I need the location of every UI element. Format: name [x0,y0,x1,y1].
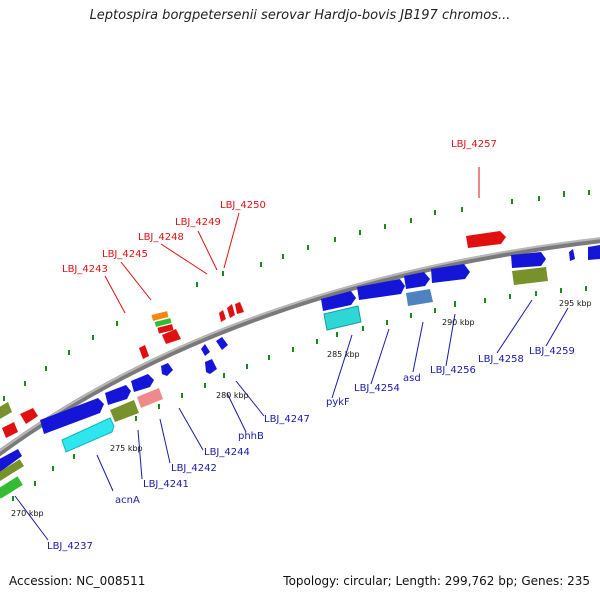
label-LBJ_4250[interactable]: LBJ_4250 [220,200,266,211]
gene-arrow-pykF[interactable] [321,291,356,311]
scale-295-kbp: 295 kbp [559,299,592,308]
gene-arrow-4241[interactable] [105,385,131,405]
gene-arrow-phhB[interactable] [205,359,217,374]
gene-orange-4245[interactable] [151,311,169,321]
inner-tick-row [12,286,587,501]
gene-arrow-left-1[interactable] [20,408,38,424]
label-LBJ_4245[interactable]: LBJ_4245 [102,249,148,260]
gene-arrow-left-3[interactable] [0,402,12,420]
label-acnA[interactable]: acnA [115,495,140,506]
scale-280-kbp: 280 kbp [216,391,249,400]
map-title: Leptospira borgpetersenii serovar Hardjo… [89,8,511,23]
gene-arrow-LBJ_4254[interactable] [357,279,405,300]
label-LBJ_4249[interactable]: LBJ_4249 [175,217,221,228]
scale-290-kbp: 290 kbp [442,318,475,327]
gene-arrow-LBJ_4257[interactable] [466,231,506,248]
gene-arrow-LBJ_4259[interactable] [569,249,575,261]
gene-arrow-LBJ_4258[interactable] [511,252,546,268]
gene-green-4237[interactable] [0,476,23,499]
gene-arrow-acnA-region[interactable] [40,398,104,434]
gene-arrow-4244[interactable] [161,363,173,376]
gene-arrow-4242[interactable] [131,374,154,392]
label-LBJ_4258[interactable]: LBJ_4258 [478,354,524,365]
scale-285-kbp: 285 kbp [327,350,360,359]
gene-cyan-pykF[interactable] [323,305,362,331]
gene-arrow-LBJ_4256[interactable] [431,264,470,283]
scale-275-kbp: 275 kbp [110,444,143,453]
gene-red-4245[interactable] [157,324,174,334]
label-phhB[interactable]: phhB [238,431,264,442]
label-pykF[interactable]: pykF [326,397,350,408]
accession-text: Accession: NC_008511 [9,574,146,588]
gene-arrow-left-2[interactable] [2,422,18,438]
gene-arrow-LBJ_4249[interactable] [227,304,235,318]
label-LBJ_4259[interactable]: LBJ_4259 [529,346,575,357]
label-LBJ_4241[interactable]: LBJ_4241 [143,479,189,490]
label-LBJ_4256[interactable]: LBJ_4256 [430,365,476,376]
label-LBJ_4242[interactable]: LBJ_4242 [171,463,217,474]
label-LBJ_4244[interactable]: LBJ_4244 [204,447,250,458]
gene-arrow-LBJ_4243[interactable] [139,345,149,359]
topology-summary: Topology: circular; Length: 299,762 bp; … [283,574,590,588]
gene-pink-4242[interactable] [137,388,163,408]
gene-green-4245[interactable] [154,318,172,327]
gene-olive-4258[interactable] [512,267,548,285]
label-LBJ_4257[interactable]: LBJ_4257 [451,139,497,150]
gene-steelblue-asd[interactable] [406,289,433,306]
reverse-genes [0,231,506,438]
gene-arrow-asd[interactable] [404,272,430,289]
gene-arrow-4246[interactable] [216,337,228,350]
gene-olive-4241[interactable] [110,400,139,422]
forward-genes [0,245,600,472]
gene-arrow-LBJ_4248[interactable] [219,310,226,322]
gene-arrow-LBJ_4245b[interactable] [162,329,181,344]
outer-tick-row [3,190,590,401]
gene-labels-blue: LBJ_4237 acnA LBJ_4241 LBJ_4242 LBJ_4244… [47,346,575,552]
gene-cyan-acnA[interactable] [61,417,115,453]
scale-270-kbp: 270 kbp [11,509,44,518]
scale-labels: 270 kbp 275 kbp 280 kbp 285 kbp 290 kbp … [11,299,592,518]
label-LBJ_4243[interactable]: LBJ_4243 [62,264,108,275]
gene-arrow-LBJ_4237[interactable] [0,449,22,472]
gene-arrow-LBJ_4250[interactable] [235,302,244,314]
label-asd[interactable]: asd [403,373,421,384]
label-LBJ_4237[interactable]: LBJ_4237 [47,541,93,552]
label-LBJ_4247[interactable]: LBJ_4247 [264,414,310,425]
gene-arrow-4247[interactable] [201,344,210,356]
gene-green-4237b[interactable] [0,459,24,482]
gene-arrow-LBJ_4260[interactable] [588,245,600,260]
feature-genes [0,267,548,499]
leader-lines-red [104,167,480,314]
label-LBJ_4254[interactable]: LBJ_4254 [354,383,400,394]
label-LBJ_4248[interactable]: LBJ_4248 [138,232,184,243]
gene-labels-red: LBJ_4257 LBJ_4243 LBJ_4245 LBJ_4248 LBJ_… [62,139,497,275]
chromosome-backbone [0,237,600,457]
leader-lines-blue [14,299,569,541]
